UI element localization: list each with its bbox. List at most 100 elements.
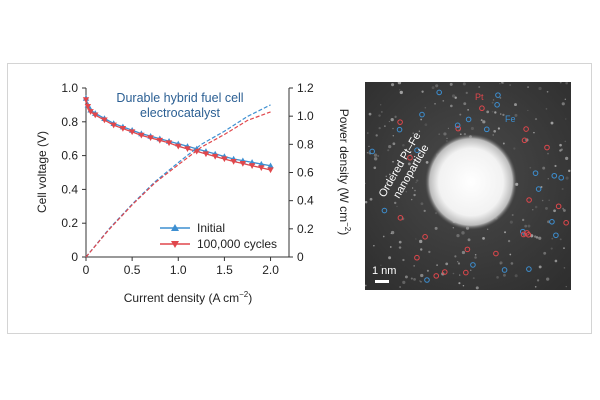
atom-speckle [553, 209, 556, 213]
atom-speckle [419, 239, 423, 244]
nanoparticle [425, 134, 517, 230]
legend-cycles-label: 100,000 cycles [197, 237, 277, 251]
atom-speckle [373, 153, 378, 157]
atom-speckle [456, 234, 460, 238]
atom-speckle [461, 231, 465, 235]
atom-speckle [413, 265, 416, 267]
scale-bar-label: 1 nm [372, 265, 397, 277]
atom-speckle [499, 263, 502, 265]
atom-speckles [365, 82, 571, 290]
legend-initial-marker [171, 224, 179, 231]
atom-speckle [412, 132, 415, 135]
pt-atom-marker [544, 144, 550, 151]
atom-speckle [480, 119, 483, 122]
atom-speckle [384, 125, 386, 127]
atom-speckle [454, 255, 457, 258]
atom-speckle [535, 236, 539, 239]
data-point-1 [87, 109, 94, 115]
atom-speckle [378, 114, 381, 117]
y-left-tick-label: 0.6 [61, 149, 78, 163]
atom-speckle [461, 250, 466, 255]
atom-speckle [470, 126, 474, 131]
atom-speckle [474, 256, 477, 259]
atom-speckle [564, 140, 567, 143]
pt-atom-marker [414, 254, 420, 261]
y-left-tick-label: 0.2 [61, 216, 78, 230]
atom-speckle [551, 237, 554, 240]
atom-speckle [568, 169, 571, 173]
x-tick-label: 0.5 [124, 263, 141, 277]
series-line-2 [85, 104, 271, 258]
data-point-1 [147, 135, 154, 142]
atom-speckle [397, 82, 402, 85]
fe-atom-marker [436, 89, 442, 96]
data-point-1 [119, 126, 127, 132]
atom-speckle [565, 156, 569, 160]
x-tick-label: 0 [83, 263, 90, 277]
y-right-tick-label: 0.4 [297, 194, 314, 208]
data-point-1 [248, 163, 256, 169]
scale-bar [375, 280, 389, 283]
atom-speckle [410, 198, 413, 201]
atom-speckle [542, 166, 546, 170]
atom-speckle [459, 274, 461, 276]
atom-speckle [454, 96, 457, 99]
atom-speckle [507, 239, 511, 243]
tem-micrograph: Pt Fe [365, 82, 571, 290]
y-right-tick-label: 0.2 [297, 222, 314, 236]
fe-atom-marker [454, 122, 461, 129]
atom-speckle [559, 82, 562, 84]
data-point-1 [202, 151, 210, 158]
atom-speckle [550, 121, 554, 125]
atom-speckle [421, 154, 423, 157]
atom-speckle [482, 236, 485, 240]
atom-speckle [534, 205, 538, 209]
data-point-0 [267, 162, 274, 169]
atom-speckle [404, 275, 408, 279]
data-point-1 [156, 137, 164, 144]
atom-speckle [452, 227, 455, 229]
atom-speckle [365, 200, 368, 204]
data-point-1 [110, 122, 117, 129]
atom-speckle [554, 164, 557, 168]
legend: Initial 100,000 cycles [160, 221, 277, 251]
atom-speckle [452, 272, 455, 275]
atom-speckle [394, 115, 397, 118]
pt-atom-marker [441, 269, 448, 275]
atom-speckle [472, 277, 475, 280]
atom-speckle [511, 213, 514, 216]
fe-marker-label: Fe [505, 114, 516, 124]
atom-speckle [390, 83, 395, 87]
atom-speckle [399, 90, 403, 95]
atom-speckle [435, 84, 439, 88]
atom-speckle [491, 110, 494, 113]
atom-speckle [392, 142, 396, 146]
atom-speckle [365, 284, 367, 287]
pt-atom-marker [464, 246, 471, 253]
fe-atom-marker [535, 186, 542, 192]
atom-speckle [536, 279, 540, 282]
atom-speckle [486, 228, 489, 230]
atom-speckle [463, 102, 467, 106]
pt-marker-label: Pt [475, 92, 484, 102]
atom-speckle [538, 265, 542, 269]
atom-speckle [522, 218, 525, 222]
y-right-axis-label: Power density (W cm−2) [337, 109, 352, 235]
atom-speckle [509, 84, 512, 86]
atom-speckle [380, 264, 382, 266]
atom-speckle [513, 147, 516, 150]
atom-speckle [451, 94, 456, 98]
data-point-1 [184, 146, 191, 153]
fe-atom-marker [501, 267, 508, 273]
y-left-tick-label: 0.4 [61, 182, 78, 196]
atom-speckle [541, 199, 544, 202]
data-point-1 [211, 153, 219, 160]
pt-atom-marker [397, 215, 404, 221]
atom-speckle [493, 129, 497, 133]
atom-speckle [467, 238, 471, 242]
atom-speckle [459, 133, 462, 136]
atom-speckle [373, 166, 377, 170]
atom-speckle [564, 98, 567, 100]
fe-atom-marker [494, 102, 500, 108]
atom-speckle [502, 142, 505, 145]
